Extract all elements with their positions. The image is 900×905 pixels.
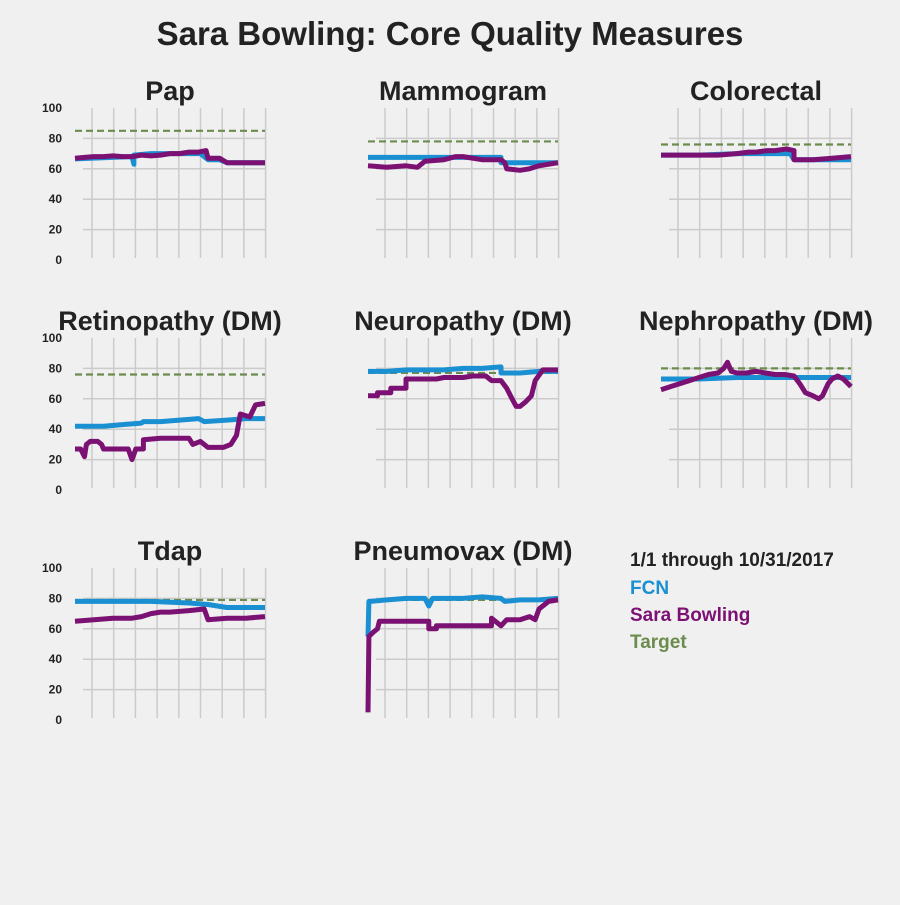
y-tick-label: 20 [49,453,63,467]
panel-title: Retinopathy (DM) [58,306,281,336]
y-tick-label: 60 [49,162,63,176]
y-tick-label: 100 [42,331,62,345]
y-tick-label: 100 [42,561,62,575]
chart-panel: Colorectal [661,76,853,258]
series-line-fcn [75,416,265,429]
y-tick-label: 40 [49,422,63,436]
chart-panel: Neuropathy (DM) [354,306,572,488]
legend: 1/1 through 10/31/2017 FCN Sara Bowling … [630,550,834,653]
panel-title: Pap [145,76,195,106]
legend-entry-sara-bowling: Sara Bowling [630,605,750,626]
chart-panel: Mammogram [367,76,560,258]
y-tick-label: 80 [49,131,63,145]
series-line-fcn [365,594,559,637]
panel-title: Mammogram [379,76,547,106]
y-tick-label: 20 [49,223,63,237]
series-line-sara-bowling [74,148,265,166]
series-line-sara-bowling [365,597,559,713]
y-tick-label: 80 [49,361,63,375]
series-line-sara-bowling [660,359,853,402]
y-tick-label: 0 [55,713,62,727]
chart-main-title: Sara Bowling: Core Quality Measures [157,15,744,52]
series-line-sara-bowling [74,606,266,624]
panel-title: Pneumovax (DM) [353,536,572,566]
y-tick-label: 60 [49,622,63,636]
series-line-sara-bowling [368,367,558,409]
y-tick-label: 60 [49,392,63,406]
y-tick-label: 100 [42,101,62,115]
y-tick-label: 80 [49,591,63,605]
chart-panel: Pap 0 20 40 60 80 100 [42,76,267,267]
legend-entry-target: Target [630,632,687,653]
chart-panel: Tdap 0 20 40 60 80 100 [42,536,267,727]
legend-entry-fcn: FCN [630,578,669,599]
legend-date-range: 1/1 through 10/31/2017 [630,550,834,571]
series-line-sara-bowling [661,146,852,163]
y-tick-label: 0 [55,253,62,267]
y-tick-label: 20 [49,683,63,697]
series-line-fcn [75,598,265,610]
chart-panel: Nephropathy (DM) [639,306,873,488]
y-tick-label: 0 [55,483,62,497]
panel-title: Colorectal [690,76,822,106]
panel-title: Nephropathy (DM) [639,306,873,336]
chart-panels: Pap 0 20 40 60 80 100 Mammogram Colorectal Retino… [42,76,873,727]
y-tick-label: 40 [49,192,63,206]
panel-title: Tdap [138,536,203,566]
panel-title: Neuropathy (DM) [354,306,572,336]
chart-panel: Retinopathy (DM) 0 20 40 60 80 100 [42,306,282,497]
series-line-sara-bowling [75,400,266,463]
chart-panel: Pneumovax (DM) [353,536,573,718]
series-line-fcn [368,364,558,376]
series-line-sara-bowling [367,154,559,173]
y-tick-label: 40 [49,652,63,666]
